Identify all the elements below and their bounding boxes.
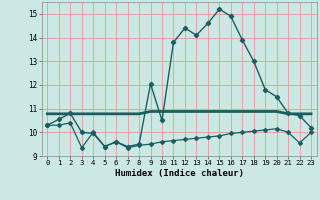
X-axis label: Humidex (Indice chaleur): Humidex (Indice chaleur): [115, 169, 244, 178]
